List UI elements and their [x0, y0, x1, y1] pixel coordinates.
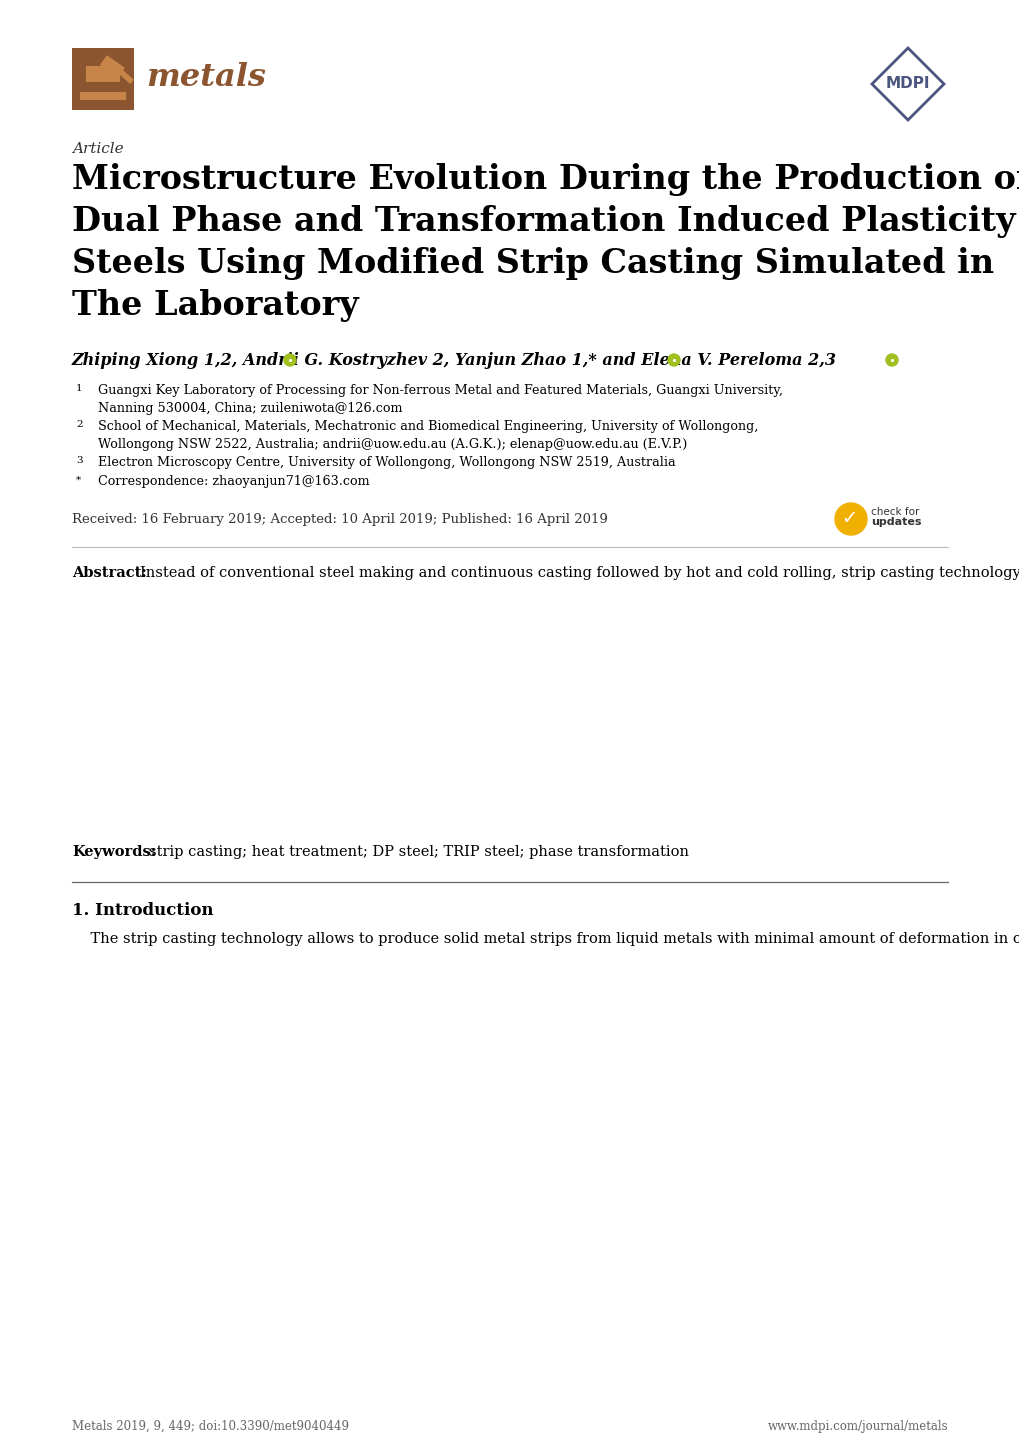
Text: metals: metals: [146, 62, 266, 92]
Bar: [100, 55, 124, 78]
Text: Abstract:: Abstract:: [72, 567, 147, 580]
Text: check for: check for: [870, 508, 918, 518]
Text: 2: 2: [76, 420, 83, 430]
Text: Microstructure Evolution During the Production of: Microstructure Evolution During the Prod…: [72, 163, 1019, 196]
Text: Steels Using Modified Strip Casting Simulated in: Steels Using Modified Strip Casting Simu…: [72, 247, 994, 280]
Bar: [72, 48, 133, 110]
Text: updates: updates: [870, 518, 920, 526]
Circle shape: [835, 503, 866, 535]
Text: www.mdpi.com/journal/metals: www.mdpi.com/journal/metals: [766, 1420, 947, 1433]
Text: Zhiping Xiong 1,2, Andrii G. Kostryzhev 2, Yanjun Zhao 1,* and Elena V. Pereloma: Zhiping Xiong 1,2, Andrii G. Kostryzhev …: [72, 352, 837, 369]
Circle shape: [283, 353, 296, 366]
Bar: [86, 66, 120, 82]
Circle shape: [667, 353, 680, 366]
Text: Dual Phase and Transformation Induced Plasticity: Dual Phase and Transformation Induced Pl…: [72, 205, 1015, 238]
Text: Received: 16 February 2019; Accepted: 10 April 2019; Published: 16 April 2019: Received: 16 February 2019; Accepted: 10…: [72, 513, 607, 526]
Text: Instead of conventional steel making and continuous casting followed by hot and : Instead of conventional steel making and…: [140, 567, 1019, 580]
Text: *: *: [76, 476, 82, 485]
Bar: [79, 92, 126, 99]
Text: School of Mechanical, Materials, Mechatronic and Biomedical Engineering, Univers: School of Mechanical, Materials, Mechatr…: [98, 420, 758, 451]
Text: ✓: ✓: [840, 509, 856, 529]
Text: 1: 1: [76, 384, 83, 394]
Text: Metals 2019, 9, 449; doi:10.3390/met9040449: Metals 2019, 9, 449; doi:10.3390/met9040…: [72, 1420, 348, 1433]
Text: Article: Article: [72, 141, 123, 156]
Circle shape: [886, 353, 897, 366]
Text: 3: 3: [76, 456, 83, 464]
Text: The strip casting technology allows to produce solid metal strips from liquid me: The strip casting technology allows to p…: [72, 932, 1019, 946]
Text: MDPI: MDPI: [884, 76, 929, 91]
Text: Correspondence: zhaoyanjun71@163.com: Correspondence: zhaoyanjun71@163.com: [98, 476, 369, 489]
Text: 1. Introduction: 1. Introduction: [72, 903, 213, 919]
Text: The Laboratory: The Laboratory: [72, 288, 359, 322]
Text: strip casting; heat treatment; DP steel; TRIP steel; phase transformation: strip casting; heat treatment; DP steel;…: [149, 845, 688, 859]
Text: Keywords:: Keywords:: [72, 845, 156, 859]
Text: Electron Microscopy Centre, University of Wollongong, Wollongong NSW 2519, Austr: Electron Microscopy Centre, University o…: [98, 456, 675, 469]
Text: Guangxi Key Laboratory of Processing for Non-ferrous Metal and Featured Material: Guangxi Key Laboratory of Processing for…: [98, 384, 783, 415]
